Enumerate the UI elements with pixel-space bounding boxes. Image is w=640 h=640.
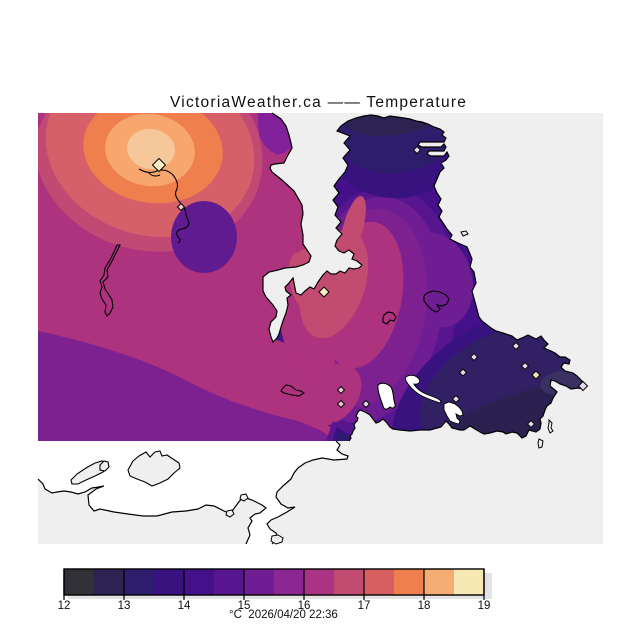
svg-text:19: 19 (478, 600, 491, 612)
svg-text:18: 18 (418, 600, 431, 612)
svg-text:VictoriaWeather.ca —— Temperat: VictoriaWeather.ca —— Temperature (170, 94, 467, 111)
svg-text:13: 13 (118, 600, 131, 612)
svg-text:°C 2026/04/20 22:36: °C 2026/04/20 22:36 (229, 609, 338, 621)
svg-text:16: 16 (298, 600, 311, 612)
svg-text:14: 14 (178, 600, 191, 612)
svg-text:17: 17 (358, 600, 371, 612)
svg-text:12: 12 (58, 600, 71, 612)
svg-text:15: 15 (238, 600, 251, 612)
